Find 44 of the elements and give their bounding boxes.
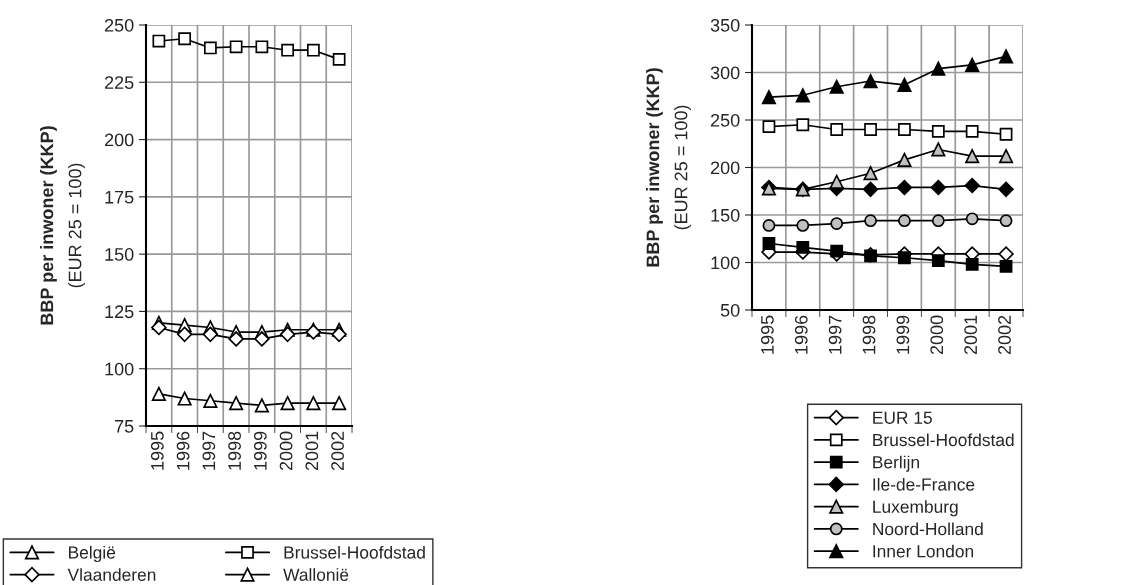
x-tick-label: 1996 xyxy=(176,431,190,470)
x-tick-label: 2000 xyxy=(930,315,944,355)
legend-label: Vlaanderen xyxy=(67,568,156,581)
y-tick-label: 100 xyxy=(711,256,740,270)
y-tick-label: 225 xyxy=(104,76,134,90)
y-tick-label: 100 xyxy=(105,362,134,376)
x-tick-label: 1999 xyxy=(253,431,267,470)
y-tick-label: 150 xyxy=(105,248,134,261)
x-tick-label: 1996 xyxy=(794,315,808,354)
x-tick-label: 2001 xyxy=(964,315,978,355)
x-tick-label: 1999 xyxy=(896,315,910,354)
x-tick-label: 1998 xyxy=(862,315,876,354)
legend-label: Ile-de-France xyxy=(873,477,975,491)
x-tick-label: 2000 xyxy=(279,431,293,471)
y-axis-title: BBP per inwoner (KKP) (EUR 25 = 100) xyxy=(40,126,85,325)
y-tick-label: 50 xyxy=(720,303,740,317)
x-tick-label: 1995 xyxy=(761,315,774,354)
x-tick-label: 1995 xyxy=(150,431,164,470)
x-tick-label: 1997 xyxy=(828,315,842,354)
x-tick-label: 2002 xyxy=(331,431,344,471)
x-tick-label: 1997 xyxy=(202,431,216,470)
legend-label: EUR 15 xyxy=(873,411,932,424)
legend-label: Inner London xyxy=(873,544,974,558)
y-axis-title: BBP per inwoner (KKP) (EUR 25 = 100) xyxy=(646,68,691,267)
legend-label: Wallonië xyxy=(283,568,349,581)
legend-label: België xyxy=(69,545,116,563)
y-tick-label: 150 xyxy=(711,208,740,222)
x-tick-label: 2002 xyxy=(998,315,1011,355)
y-tick-label: 300 xyxy=(710,66,740,80)
y-tick-label: 75 xyxy=(115,420,134,433)
y-tick-label: 350 xyxy=(710,18,740,32)
y-tick-label: 200 xyxy=(104,133,134,147)
legend-label: Brussel-Hoofdstad xyxy=(873,433,1014,447)
y-tick-label: 250 xyxy=(104,18,134,32)
legend-label: Luxemburg xyxy=(873,500,958,517)
y-tick-label: 175 xyxy=(105,190,134,204)
x-tick-label: 1998 xyxy=(228,431,241,470)
legend-label: Noord-Holland xyxy=(873,522,983,536)
y-tick-label: 125 xyxy=(105,305,134,319)
legend-label: Berlijn xyxy=(873,455,919,472)
legend-label: Brussel-Hoofdstad xyxy=(284,545,425,559)
x-tick-label: 2001 xyxy=(305,431,319,471)
y-tick-label: 250 xyxy=(710,113,740,127)
y-tick-label: 200 xyxy=(710,161,740,175)
